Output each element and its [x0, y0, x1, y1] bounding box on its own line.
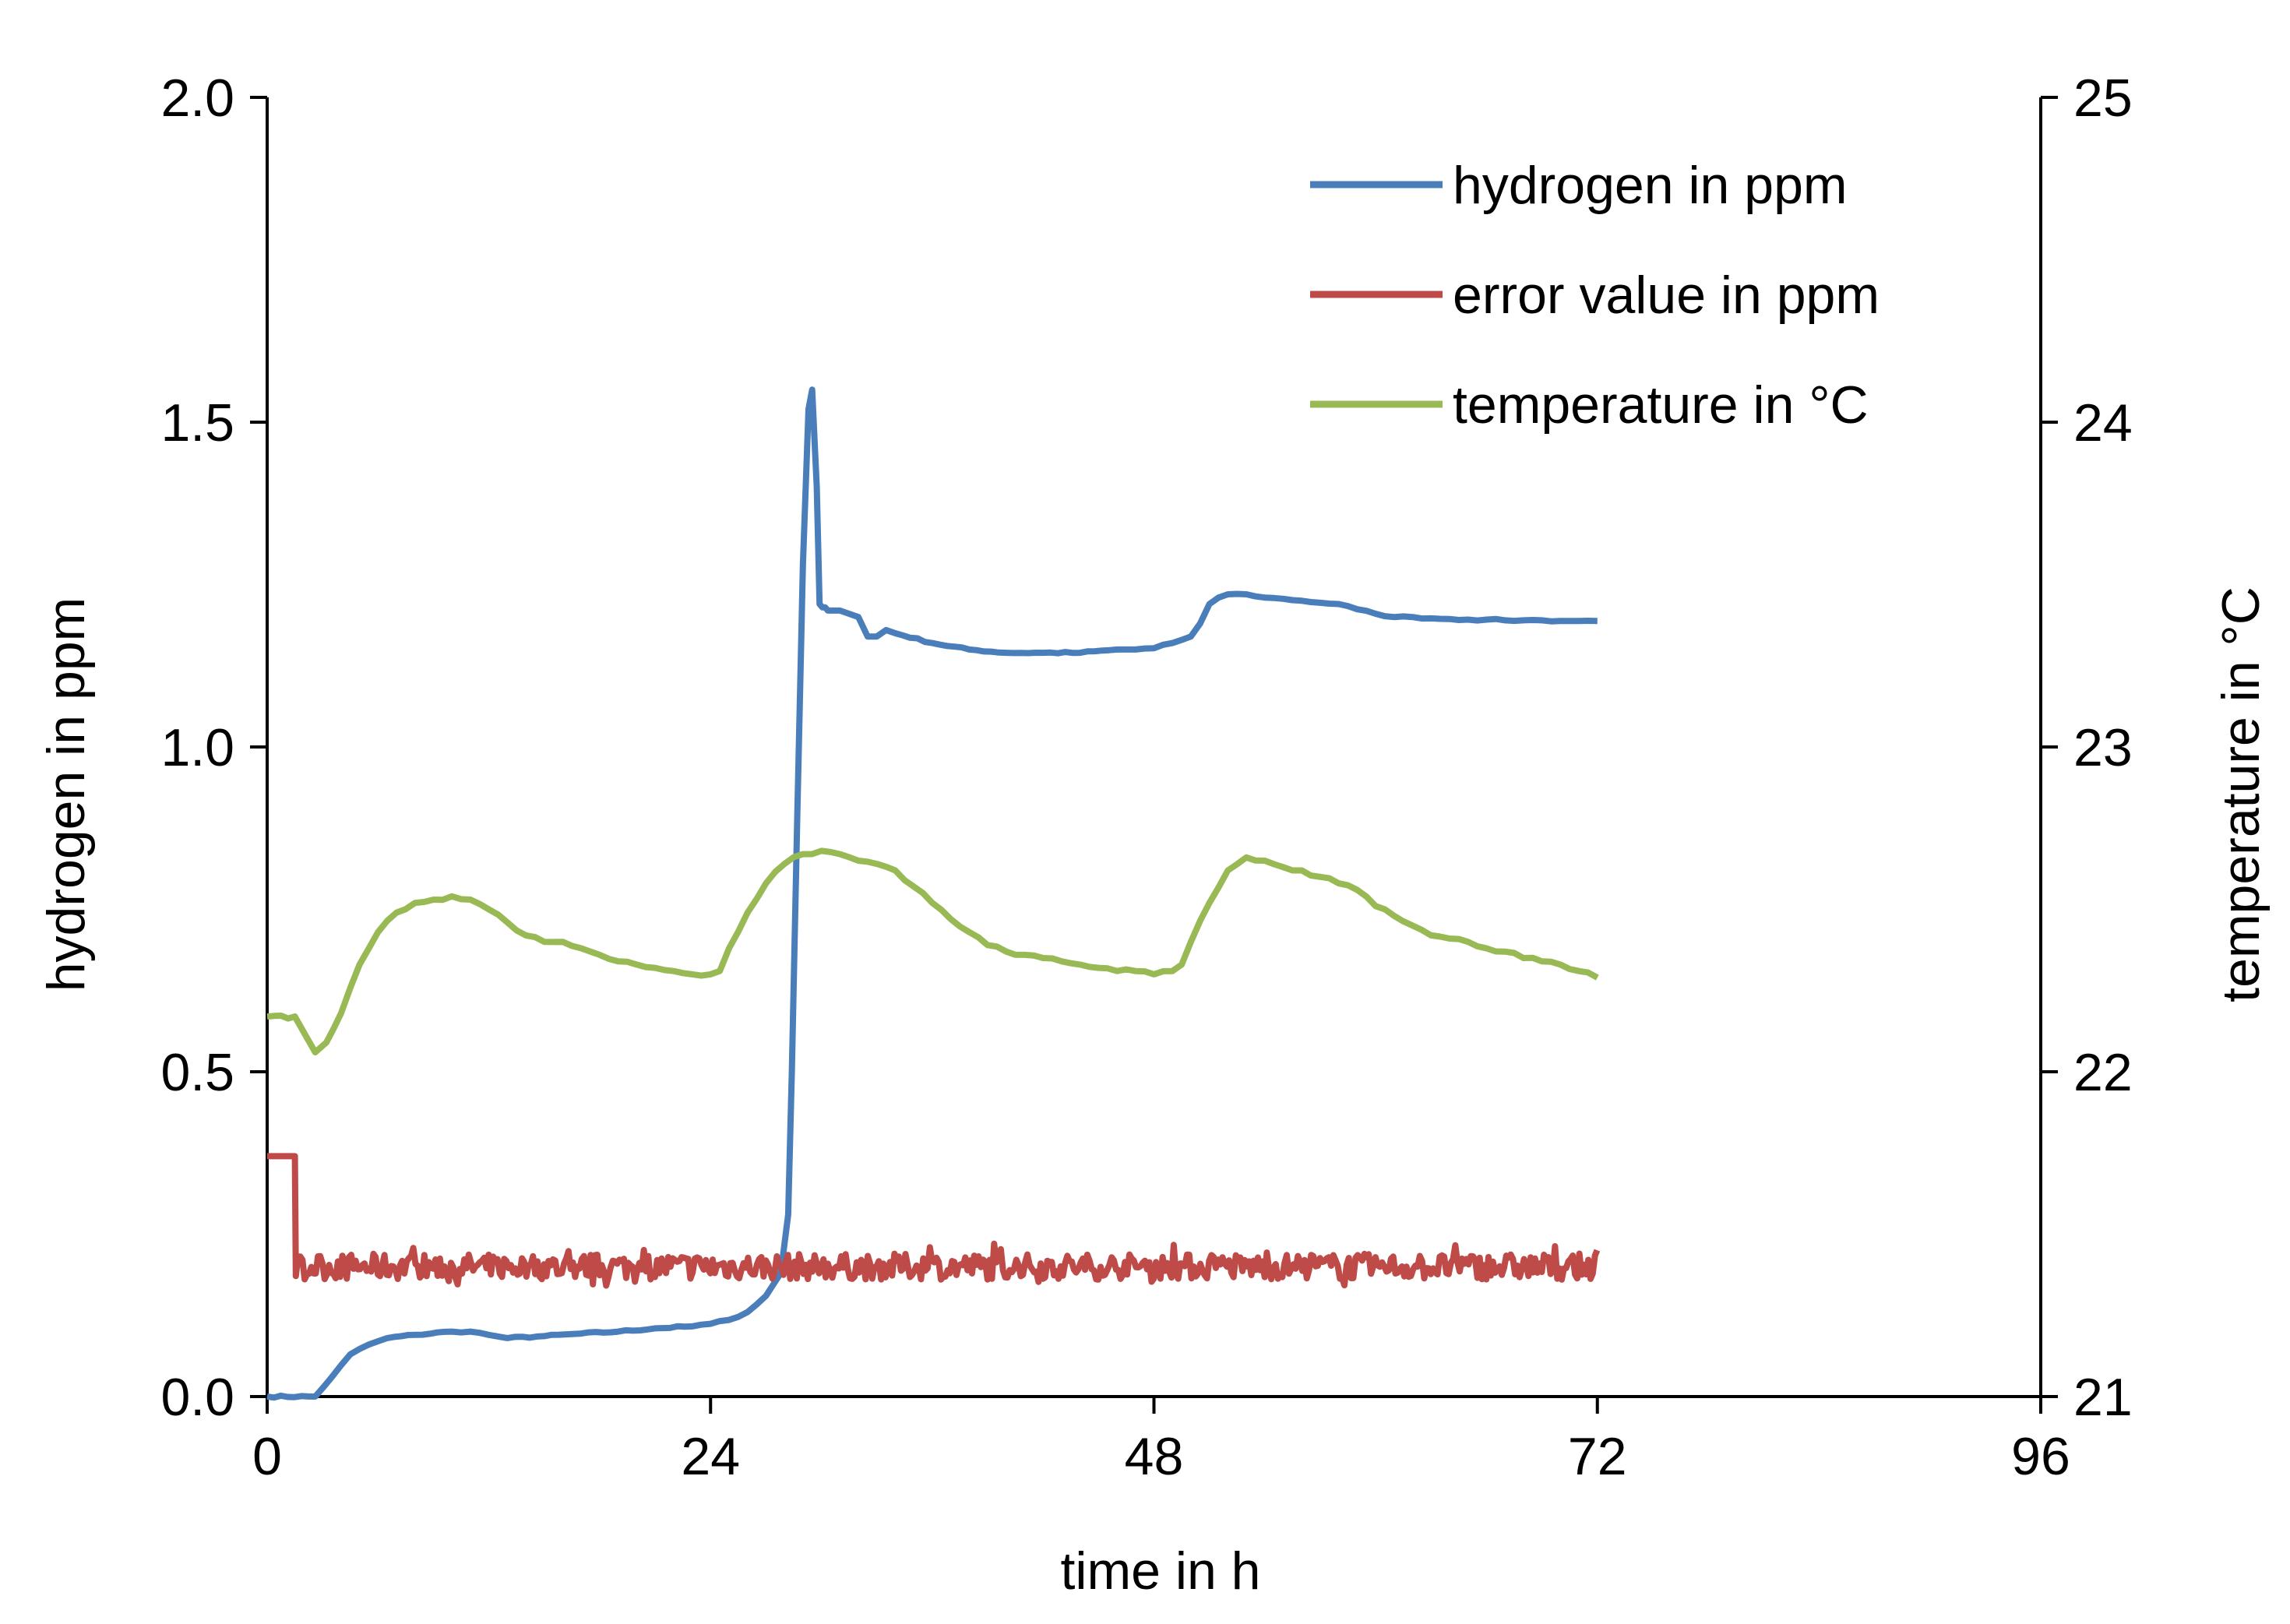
- y2-tick-label: 21: [2073, 1368, 2133, 1427]
- y2-tick-label: 23: [2073, 718, 2133, 777]
- y-tick-label: 2.0: [160, 69, 234, 128]
- y2-tick-label: 25: [2073, 69, 2133, 128]
- legend: hydrogen in ppm error value in ppm tempera…: [1310, 156, 1880, 435]
- x-tick-label: 0: [252, 1427, 282, 1486]
- x-tick-label: 48: [1125, 1427, 1184, 1486]
- series-line-0: [266, 386, 1598, 1401]
- left-y-axis-ticks: 0.0 0.5 1.0 1.5 2.0: [160, 69, 267, 1427]
- x-tick-label: 96: [2011, 1427, 2070, 1486]
- x-axis-title: time in h: [1061, 1541, 1261, 1601]
- y2-tick-label: 22: [2073, 1043, 2133, 1102]
- right-y-axis-ticks: 21 22 23 24 25: [2041, 69, 2133, 1427]
- x-axis-ticks: 0 24 48 72 96: [252, 1397, 2070, 1486]
- legend-label: error value in ppm: [1453, 266, 1880, 325]
- series-line-1: [267, 1153, 1601, 1289]
- series-line-2: [266, 847, 1599, 1055]
- y-tick-label: 0.0: [160, 1368, 234, 1427]
- series-layer: [266, 386, 1601, 1401]
- legend-label: hydrogen in ppm: [1453, 156, 1848, 215]
- y2-tick-label: 24: [2073, 393, 2133, 453]
- y-tick-label: 1.0: [160, 718, 234, 777]
- x-tick-label: 72: [1568, 1427, 1627, 1486]
- left-y-axis-title: hydrogen in ppm: [37, 597, 96, 992]
- legend-label: temperature in °C: [1453, 375, 1869, 435]
- x-tick-label: 24: [681, 1427, 740, 1486]
- right-y-axis-title: temperature in °C: [2211, 587, 2271, 1002]
- y-tick-label: 1.5: [160, 393, 234, 453]
- y-tick-label: 0.5: [160, 1043, 234, 1102]
